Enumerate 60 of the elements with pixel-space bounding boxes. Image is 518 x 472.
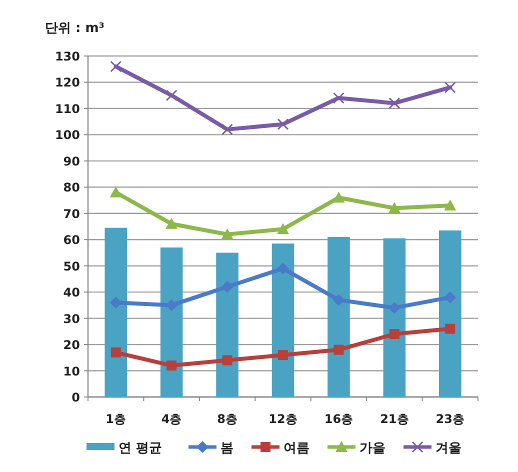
- bar: [272, 244, 294, 397]
- point: [332, 192, 345, 203]
- y-tick-label: 30: [63, 312, 80, 326]
- point: [277, 262, 289, 274]
- y-tick-label: 110: [54, 102, 80, 116]
- point: [388, 202, 400, 214]
- bar: [216, 252, 238, 397]
- y-tick-label: 40: [63, 286, 80, 300]
- point: [389, 329, 400, 340]
- point: [444, 200, 456, 211]
- point: [277, 223, 289, 234]
- x-tick-label: 16층: [324, 412, 354, 426]
- point: [444, 82, 456, 94]
- point: [110, 186, 122, 198]
- point: [277, 118, 289, 130]
- y-tick-label: 130: [54, 50, 80, 64]
- bar: [439, 230, 462, 397]
- x-tick-label: 21층: [380, 412, 409, 426]
- y-axis-title: 단위 : m³: [45, 21, 104, 36]
- y-tick-label: 80: [63, 180, 80, 195]
- y-tick-label: 70: [63, 206, 80, 221]
- point: [110, 347, 121, 358]
- legend-label: 가을: [360, 441, 386, 456]
- bar: [104, 228, 127, 397]
- point: [444, 291, 456, 304]
- point: [221, 280, 234, 293]
- x-tick-label: 8층: [217, 412, 238, 426]
- legend-label: 여름: [284, 441, 310, 456]
- point: [388, 302, 400, 314]
- y-tick-label: 120: [54, 76, 80, 90]
- point: [222, 355, 232, 366]
- legend-label: 연 평균: [118, 441, 162, 456]
- y-tick-label: 50: [63, 259, 80, 274]
- point: [110, 60, 122, 72]
- x-tick-label: 1층: [106, 412, 126, 426]
- point: [278, 350, 288, 360]
- point: [221, 228, 234, 240]
- point: [332, 92, 344, 104]
- y-tick-label: 90: [63, 154, 80, 168]
- point: [222, 124, 234, 136]
- point: [388, 97, 400, 109]
- y-tick-label: 60: [63, 233, 80, 248]
- y-tick-label: 10: [63, 364, 80, 378]
- y-tick-label: 100: [54, 128, 80, 142]
- point: [332, 294, 345, 306]
- legend-label: 겨울: [436, 441, 462, 456]
- x-tick-label: 23층: [436, 412, 464, 426]
- x-tick-label: 12층: [268, 412, 298, 426]
- point: [334, 344, 344, 355]
- x-tick-label: 4층: [161, 412, 182, 426]
- bar: [383, 238, 406, 397]
- legend-label: 봄: [220, 441, 234, 456]
- point: [166, 90, 178, 102]
- point: [166, 218, 178, 229]
- bar: [328, 236, 350, 397]
- point: [445, 324, 456, 334]
- y-tick-label: 0: [72, 390, 80, 404]
- bar: [160, 247, 183, 397]
- point: [166, 360, 177, 371]
- y-tick-label: 20: [63, 338, 80, 352]
